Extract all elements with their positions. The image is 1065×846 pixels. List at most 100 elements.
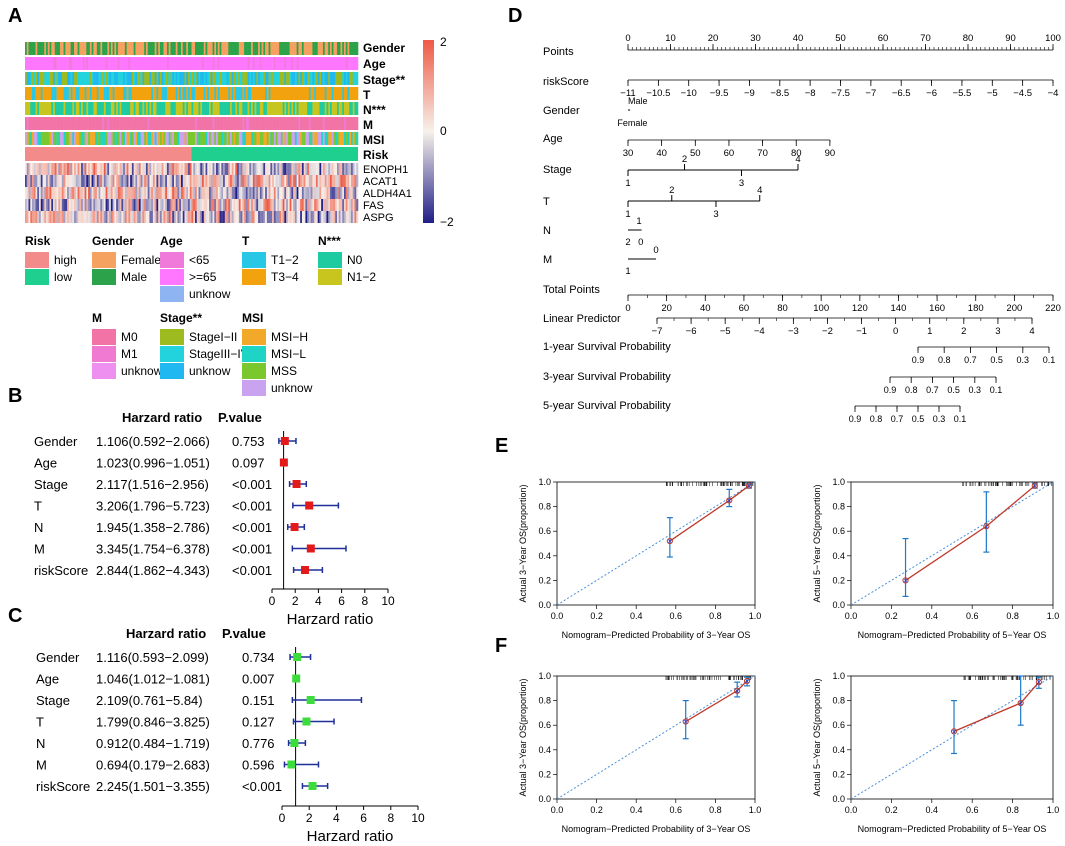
gene-cell	[216, 163, 219, 175]
anno-cell	[58, 117, 61, 130]
forest-x-tick-label: 6	[338, 594, 345, 608]
anno-cell	[251, 72, 254, 85]
anno-cell	[82, 72, 85, 85]
anno-cell	[117, 117, 120, 130]
anno-cell	[308, 132, 311, 145]
calib-point	[666, 537, 673, 545]
gene-cell	[333, 163, 336, 175]
gene-cell	[291, 211, 294, 223]
anno-cell	[60, 102, 63, 115]
gene-cell	[259, 163, 262, 175]
anno-cell	[224, 102, 227, 115]
gene-cell	[121, 199, 124, 211]
gene-label-acat1: ACAT1	[363, 176, 398, 188]
anno-cell	[175, 102, 178, 115]
gene-cell	[340, 175, 343, 187]
anno-cell	[244, 132, 247, 145]
anno-cell	[137, 117, 140, 130]
gene-cell	[336, 199, 340, 211]
gene-cell	[79, 163, 82, 175]
anno-cell	[294, 87, 297, 100]
anno-cell	[301, 117, 304, 130]
anno-cell	[89, 132, 92, 145]
anno-cell	[47, 42, 50, 55]
gene-cell	[147, 187, 150, 199]
nomogram-tick-label: 4	[757, 185, 762, 196]
gene-cell	[116, 163, 119, 175]
anno-cell	[195, 72, 198, 85]
gene-cell	[352, 211, 355, 223]
gene-cell	[61, 163, 64, 175]
gene-cell	[98, 211, 101, 223]
gene-cell	[214, 175, 217, 187]
anno-cell	[116, 132, 119, 145]
anno-cell	[342, 57, 345, 70]
anno-cell	[251, 87, 254, 100]
anno-cell	[240, 87, 243, 100]
gene-cell	[39, 175, 42, 187]
anno-cell	[86, 87, 89, 100]
gene-cell	[195, 199, 198, 211]
anno-cell	[228, 87, 231, 100]
legend-label: >=65	[189, 270, 217, 284]
anno-cell	[277, 57, 280, 70]
anno-cell	[56, 87, 59, 100]
anno-cell	[275, 102, 278, 115]
gene-cell	[70, 175, 73, 187]
anno-cell	[307, 72, 310, 85]
anno-cell	[219, 102, 222, 115]
gene-cell	[209, 187, 212, 199]
gene-cell	[124, 187, 127, 199]
gene-cell	[259, 199, 262, 211]
anno-cell	[289, 42, 292, 55]
gene-cell	[180, 187, 184, 199]
anno-cell	[121, 57, 124, 70]
nomogram-tick-label: 90	[1005, 33, 1016, 44]
anno-cell	[203, 87, 206, 100]
gene-cell	[268, 163, 271, 175]
gene-cell	[301, 187, 304, 199]
gene-cell	[331, 199, 334, 211]
anno-cell	[63, 42, 66, 55]
anno-cell	[266, 42, 269, 55]
anno-cell	[60, 57, 63, 70]
gene-cell	[238, 199, 241, 211]
anno-cell	[347, 57, 350, 70]
anno-cell	[182, 87, 185, 100]
anno-cell	[151, 57, 154, 70]
anno-cell	[230, 42, 233, 55]
anno-cell	[142, 102, 145, 115]
panel-label-d: D	[508, 5, 522, 27]
anno-cell	[165, 132, 168, 145]
gene-cell	[247, 187, 250, 199]
anno-cell	[286, 42, 289, 55]
anno-cell	[144, 72, 147, 85]
gene-cell	[286, 163, 289, 175]
risk-low-block	[191, 147, 358, 161]
gene-cell	[237, 187, 240, 199]
anno-cell	[273, 87, 276, 100]
anno-cell	[114, 57, 117, 70]
anno-cell	[249, 87, 252, 100]
forest-x-label: Harzard ratio	[307, 828, 394, 845]
gene-cell	[44, 175, 47, 187]
anno-cell	[156, 132, 159, 145]
gene-cell	[95, 199, 98, 211]
gene-cell	[240, 175, 243, 187]
anno-cell	[173, 72, 177, 85]
anno-cell	[123, 57, 126, 70]
legend-swatch	[92, 269, 116, 285]
anno-cell	[47, 132, 50, 145]
gene-cell	[349, 163, 352, 175]
gene-cell	[217, 163, 220, 175]
anno-cell	[249, 117, 252, 130]
gene-cell	[53, 199, 56, 211]
anno-cell	[347, 102, 350, 115]
gene-cell	[170, 187, 173, 199]
anno-cell	[123, 42, 126, 55]
gene-cell	[28, 163, 31, 175]
anno-cell	[345, 57, 348, 70]
forest-hr-text: 0.912(0.484−1.719)	[96, 736, 210, 751]
anno-cell	[324, 87, 327, 100]
anno-cell	[110, 72, 113, 85]
